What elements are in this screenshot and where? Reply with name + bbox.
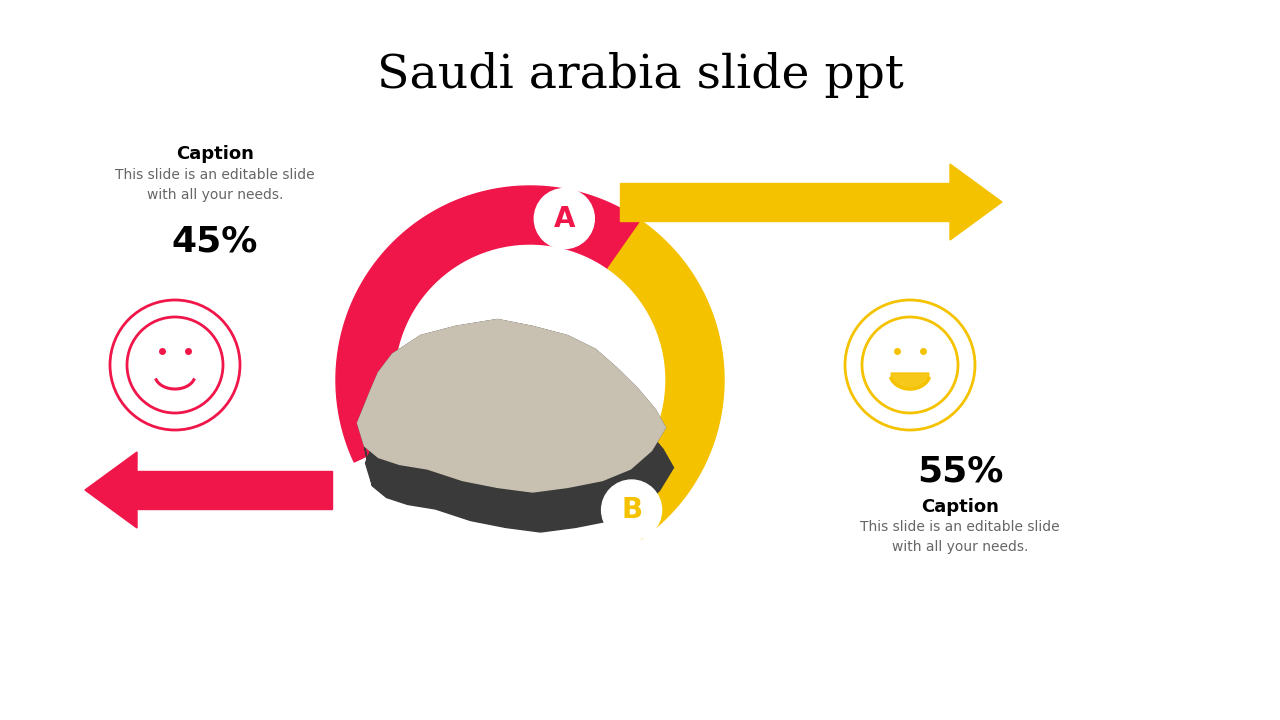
Text: This slide is an editable slide
with all your needs.: This slide is an editable slide with all… [860, 520, 1060, 554]
Polygon shape [357, 320, 673, 532]
Text: 55%: 55% [916, 455, 1004, 489]
Text: This slide is an editable slide
with all your needs.: This slide is an editable slide with all… [115, 168, 315, 202]
Text: B: B [621, 496, 643, 524]
Bar [137, 471, 332, 509]
Text: Saudi arabia slide ppt: Saudi arabia slide ppt [376, 52, 904, 98]
Polygon shape [608, 221, 724, 539]
Text: 45%: 45% [172, 225, 259, 259]
Text: A: A [553, 204, 575, 233]
Polygon shape [891, 373, 929, 389]
Bar [620, 183, 950, 221]
Text: Caption: Caption [177, 145, 253, 163]
Polygon shape [357, 320, 666, 492]
Polygon shape [337, 186, 641, 462]
Text: Caption: Caption [922, 498, 998, 516]
Circle shape [534, 189, 594, 248]
Polygon shape [84, 452, 137, 528]
Polygon shape [950, 164, 1002, 240]
Circle shape [602, 480, 662, 540]
